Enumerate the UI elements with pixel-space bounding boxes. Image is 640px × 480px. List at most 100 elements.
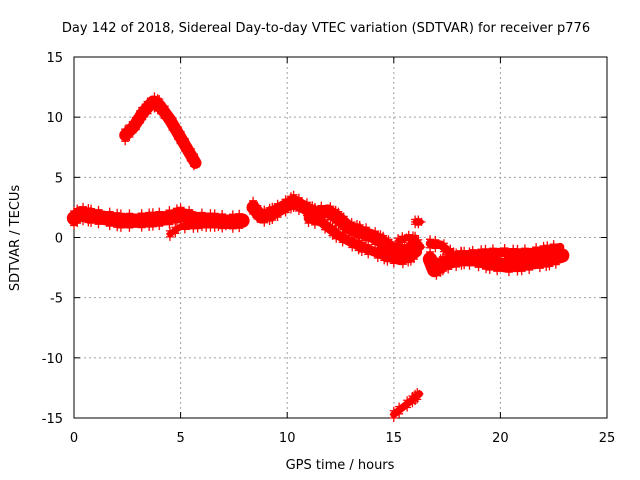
data-point <box>449 255 458 264</box>
data-point <box>235 224 244 233</box>
data-point <box>438 267 447 276</box>
data-point <box>468 254 477 263</box>
data-point <box>549 248 558 257</box>
data-point <box>137 209 146 218</box>
x-axis-label: GPS time / hours <box>286 458 395 473</box>
data-point <box>79 217 88 226</box>
data-point <box>193 224 202 233</box>
data-point <box>125 223 134 232</box>
data-point <box>125 209 134 218</box>
data-point <box>165 206 174 215</box>
data-point <box>474 263 483 272</box>
chart-title: Day 142 of 2018, Sidereal Day-to-day VTE… <box>62 21 590 36</box>
data-point <box>94 220 103 229</box>
data-point <box>105 207 114 216</box>
y-tick-label: -5 <box>50 292 63 307</box>
data-point <box>121 137 130 146</box>
data-point <box>197 208 206 217</box>
series-arc-7 <box>411 215 426 229</box>
series-arc-1 <box>119 92 202 171</box>
data-point <box>294 207 303 216</box>
data-point <box>73 219 82 228</box>
y-tick-label: 15 <box>46 51 63 66</box>
data-point <box>94 205 103 214</box>
y-axis-label: SDTVAR / TECUs <box>8 185 23 292</box>
data-point <box>398 260 407 269</box>
data-point <box>432 271 441 280</box>
data-point <box>155 207 164 216</box>
data-point <box>558 251 567 260</box>
series-arc-5 <box>303 209 423 269</box>
data-point <box>444 265 453 274</box>
series-arc-3 <box>165 216 234 241</box>
data-point <box>165 232 174 241</box>
data-point <box>413 247 422 256</box>
data-point <box>395 409 404 418</box>
y-tick-label: -10 <box>42 352 63 367</box>
data-point <box>116 223 125 232</box>
data-point <box>253 214 262 223</box>
y-tick-label: 0 <box>55 232 63 247</box>
data-point <box>438 252 447 261</box>
data-point <box>532 251 541 260</box>
data-point <box>493 267 502 276</box>
data-point <box>87 219 96 228</box>
x-tick-label: 25 <box>599 431 616 446</box>
data-point <box>410 255 419 264</box>
data-point <box>172 218 181 227</box>
data-point <box>191 158 200 167</box>
data-point <box>116 209 125 218</box>
data-point <box>482 265 491 274</box>
data-point <box>138 115 147 124</box>
y-tick-label: 5 <box>55 171 63 186</box>
data-point <box>273 213 282 222</box>
data-point <box>465 261 474 270</box>
data-point <box>235 209 244 218</box>
data-point <box>520 252 529 261</box>
data-point <box>403 403 412 412</box>
data-point <box>525 265 534 274</box>
data-point <box>414 390 423 399</box>
data-point <box>169 212 178 221</box>
data-point <box>143 109 152 118</box>
data-point <box>452 262 461 271</box>
x-tick-label: 20 <box>492 431 509 446</box>
data-point <box>161 214 170 223</box>
data-point <box>180 225 189 234</box>
data-point <box>281 208 290 217</box>
data-point <box>417 243 426 252</box>
data-point <box>73 204 82 213</box>
data-point <box>543 249 552 258</box>
data-point <box>260 218 269 227</box>
data-point <box>556 243 565 252</box>
data-point <box>171 229 180 238</box>
data-point <box>321 225 330 234</box>
data-point <box>238 216 247 225</box>
data-point <box>334 220 343 229</box>
data-point <box>218 210 227 219</box>
series-arc-6 <box>394 230 426 252</box>
data-point <box>413 395 422 404</box>
data-point <box>172 211 181 220</box>
data-point <box>417 217 426 226</box>
data-point <box>517 267 526 276</box>
series-arc-2 <box>66 202 250 233</box>
data-point <box>500 252 509 261</box>
data-point <box>131 125 140 134</box>
data-series <box>66 92 570 422</box>
data-point <box>202 223 211 232</box>
data-point <box>165 213 174 222</box>
data-point <box>289 204 298 213</box>
data-point <box>432 257 441 266</box>
data-point <box>172 204 181 213</box>
data-point <box>513 253 522 262</box>
y-tick-label: 10 <box>46 111 63 126</box>
data-point <box>137 223 146 232</box>
data-point <box>485 265 494 274</box>
data-point <box>411 249 420 258</box>
data-point <box>87 204 96 213</box>
data-point <box>185 213 194 222</box>
data-point <box>488 252 497 261</box>
data-point <box>153 106 162 115</box>
